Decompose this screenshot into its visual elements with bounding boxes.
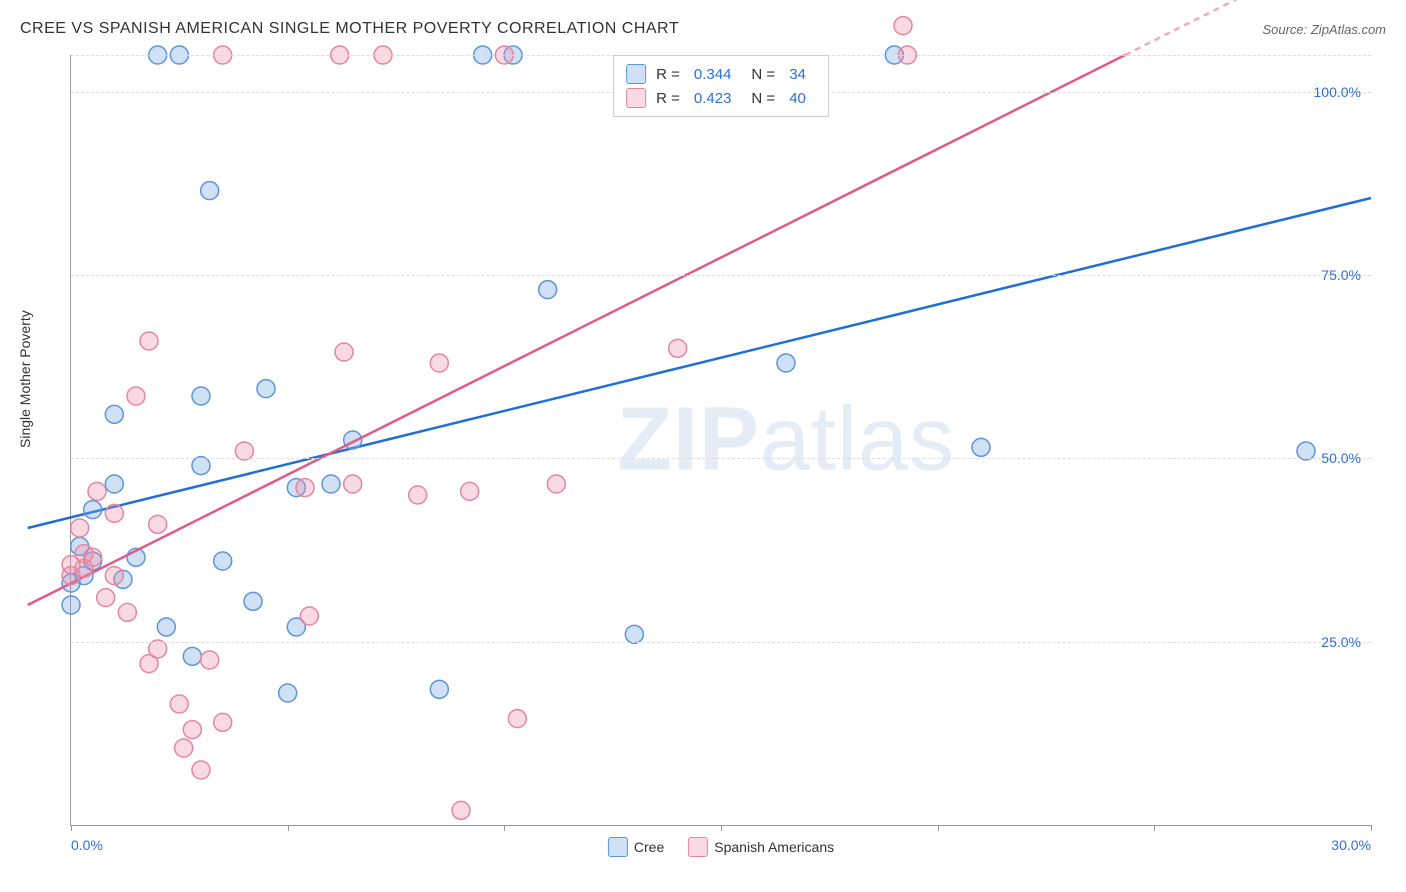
data-point: [149, 640, 167, 658]
data-point: [335, 343, 353, 361]
y-tick-label: 75.0%: [1321, 267, 1361, 283]
regression-line: [28, 198, 1371, 528]
stats-r-label-2: R =: [656, 90, 680, 107]
stats-n-spanish: 40: [789, 90, 806, 107]
data-point: [279, 684, 297, 702]
data-point: [84, 548, 102, 566]
data-point: [97, 589, 115, 607]
stats-n-cree: 34: [789, 66, 806, 83]
data-point: [157, 618, 175, 636]
data-point: [62, 596, 80, 614]
data-point: [214, 552, 232, 570]
legend-item-cree: Cree: [608, 837, 664, 857]
data-point: [508, 710, 526, 728]
data-point: [625, 625, 643, 643]
legend-label-spanish: Spanish Americans: [714, 839, 834, 855]
y-tick-label: 100.0%: [1314, 84, 1361, 100]
data-point: [257, 380, 275, 398]
stats-row-spanish: R = 0.423 N = 40: [626, 86, 816, 110]
legend-label-cree: Cree: [634, 839, 664, 855]
stats-r-spanish: 0.423: [694, 90, 732, 107]
gridline-h: [71, 642, 1371, 643]
data-point: [452, 801, 470, 819]
chart-header: CREE VS SPANISH AMERICAN SINGLE MOTHER P…: [20, 20, 1386, 38]
legend-item-spanish: Spanish Americans: [688, 837, 834, 857]
data-point: [127, 387, 145, 405]
data-point: [322, 475, 340, 493]
x-tick: [1154, 825, 1155, 831]
correlation-stats-box: R = 0.344 N = 34 R = 0.423 N = 40: [613, 55, 829, 117]
data-point: [214, 713, 232, 731]
swatch-spanish: [626, 88, 646, 108]
x-tick-label: 30.0%: [1331, 837, 1371, 853]
data-point: [105, 567, 123, 585]
legend: Cree Spanish Americans: [608, 837, 834, 857]
data-point: [149, 515, 167, 533]
stats-r-cree: 0.344: [694, 66, 732, 83]
legend-swatch-cree: [608, 837, 628, 857]
chart-title: CREE VS SPANISH AMERICAN SINGLE MOTHER P…: [20, 20, 679, 38]
data-point: [118, 603, 136, 621]
legend-swatch-spanish: [688, 837, 708, 857]
data-point: [669, 339, 687, 357]
gridline-h: [71, 275, 1371, 276]
data-point: [461, 482, 479, 500]
stats-row-cree: R = 0.344 N = 34: [626, 62, 816, 86]
data-point: [894, 17, 912, 35]
data-point: [192, 761, 210, 779]
y-tick-label: 25.0%: [1321, 634, 1361, 650]
data-point: [88, 482, 106, 500]
data-point: [777, 354, 795, 372]
regression-line: [28, 55, 1125, 605]
data-point: [201, 182, 219, 200]
data-point: [235, 442, 253, 460]
data-point: [105, 504, 123, 522]
data-point: [140, 332, 158, 350]
data-point: [430, 680, 448, 698]
y-tick-label: 50.0%: [1321, 450, 1361, 466]
chart-source: Source: ZipAtlas.com: [1262, 22, 1386, 37]
data-point: [192, 387, 210, 405]
data-point: [244, 592, 262, 610]
y-axis-label: Single Mother Poverty: [17, 310, 33, 448]
data-point: [300, 607, 318, 625]
data-point: [105, 475, 123, 493]
data-point: [296, 479, 314, 497]
data-point: [192, 457, 210, 475]
data-point: [105, 405, 123, 423]
data-point: [430, 354, 448, 372]
stats-r-label: R =: [656, 66, 680, 83]
x-tick: [504, 825, 505, 831]
stats-n-label: N =: [751, 66, 775, 83]
x-tick: [938, 825, 939, 831]
x-tick: [721, 825, 722, 831]
data-point: [344, 475, 362, 493]
x-tick: [71, 825, 72, 831]
scatter-svg: [71, 55, 1371, 825]
data-point: [71, 519, 89, 537]
data-point: [972, 438, 990, 456]
chart-plot-area: ZIPatlas R = 0.344 N = 34 R = 0.423 N = …: [70, 55, 1371, 826]
data-point: [409, 486, 427, 504]
data-point: [84, 501, 102, 519]
data-point: [183, 647, 201, 665]
data-point: [539, 281, 557, 299]
x-tick: [1371, 825, 1372, 831]
x-tick: [288, 825, 289, 831]
gridline-h: [71, 458, 1371, 459]
stats-n-label-2: N =: [751, 90, 775, 107]
data-point: [201, 651, 219, 669]
x-tick-label: 0.0%: [71, 837, 103, 853]
data-point: [183, 721, 201, 739]
data-point: [175, 739, 193, 757]
data-point: [170, 695, 188, 713]
data-point: [1297, 442, 1315, 460]
swatch-cree: [626, 64, 646, 84]
data-point: [547, 475, 565, 493]
